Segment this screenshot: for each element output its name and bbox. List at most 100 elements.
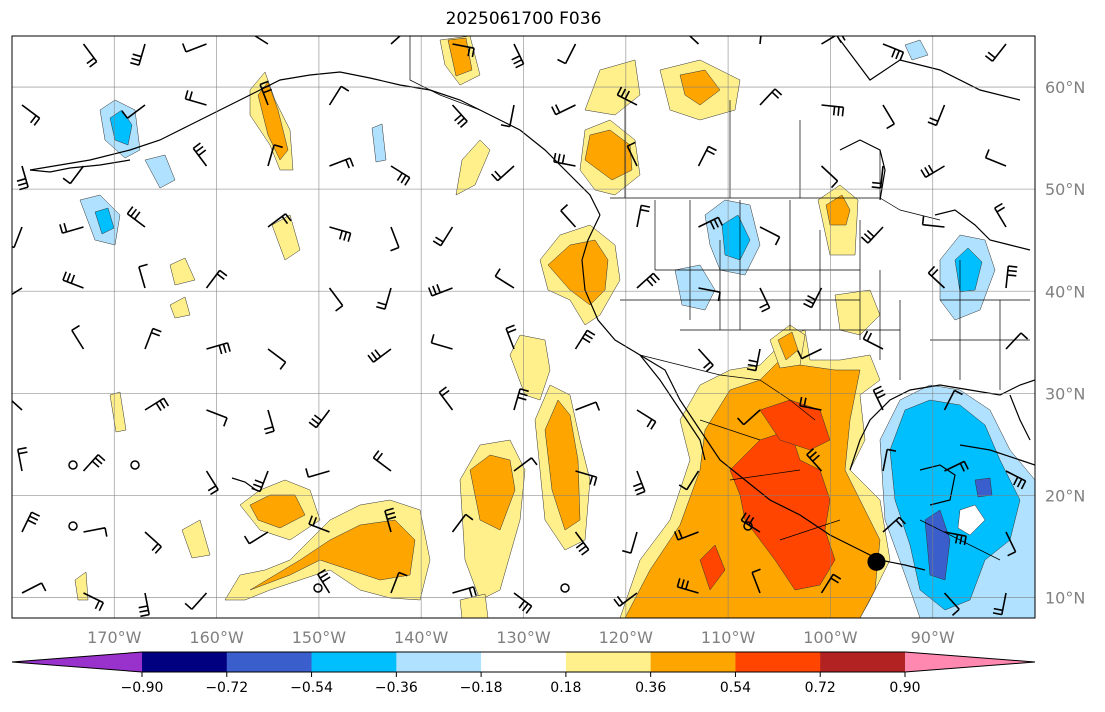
colorbar-extend-high [905, 652, 1035, 672]
wind-barb [12, 226, 23, 249]
colorbar-segment [820, 652, 906, 672]
colorbar-tick-label: −0.18 [460, 680, 503, 696]
wind-barb [62, 165, 85, 185]
lon-label: 170°W [87, 628, 142, 647]
wind-barb [575, 401, 601, 411]
tropical-cyclone-marker [867, 552, 886, 571]
lon-label: 140°W [394, 628, 449, 647]
wind-barb [613, 592, 638, 607]
coastlines [29, 39, 1035, 571]
contour-pacific-3-inner [544, 399, 581, 531]
lat-label: 20°N [1045, 486, 1085, 505]
wind-barb [513, 457, 538, 472]
wind-barb [205, 269, 228, 289]
wind-barb [259, 80, 272, 106]
contour-ne-1 [904, 39, 929, 61]
contour-pacific-sw-inner [249, 519, 416, 591]
wind-barb [12, 388, 23, 411]
wind-barb [12, 287, 23, 296]
wind-barb [251, 470, 269, 493]
contour-pacific-sw-2i [249, 494, 306, 529]
wind-barb [1005, 531, 1017, 557]
contour-wcoast-inner [547, 239, 609, 306]
wind-barb [126, 206, 146, 228]
colorbar-extend-low [12, 652, 142, 672]
contour-pacific-2-inner [469, 454, 516, 531]
contour-gulf-white [957, 504, 986, 536]
wind-barb [384, 507, 397, 533]
wind-barb [21, 511, 41, 533]
wind-barb [921, 215, 945, 228]
wind-barb [500, 104, 515, 128]
alaska-canada-border [409, 36, 481, 111]
wind-barb [243, 531, 269, 545]
wind-barb [329, 157, 355, 169]
contour-mexico-inner3 [699, 544, 726, 591]
wind-barb [1005, 470, 1027, 490]
contour-pacific-sw-6 [169, 296, 191, 319]
wind-barb [882, 516, 906, 533]
wind-barb [71, 324, 85, 350]
wind-barb [697, 145, 717, 167]
wind-barb [871, 165, 884, 189]
calm-circle [68, 460, 78, 470]
wind-barb [927, 104, 946, 127]
great-lakes [934, 209, 1031, 251]
wind-barb [944, 460, 969, 472]
wind-barb [1005, 265, 1018, 289]
wind-barb [551, 104, 576, 116]
wind-barb [390, 571, 408, 594]
wind-barb [491, 165, 515, 182]
wind-barb [82, 43, 98, 68]
wind-barb [16, 165, 29, 191]
negative-anomaly-areas [79, 39, 1035, 618]
wind-barb [308, 409, 331, 429]
wind-barb [83, 592, 105, 612]
wind-barb [452, 43, 475, 58]
contour-pacific-sw-5 [169, 257, 196, 286]
wind-barb [984, 43, 1007, 62]
wind-barb [206, 409, 228, 427]
wind-barb [390, 165, 411, 186]
cuba [959, 444, 1035, 466]
colorbar-tick-label: 0.90 [889, 680, 920, 696]
wind-barbs [12, 36, 1029, 618]
contour-north-1-inner [447, 37, 473, 77]
wind-barb [751, 568, 761, 594]
wind-barb [622, 531, 638, 554]
wind-barb [575, 470, 598, 486]
wind-barb [21, 582, 47, 594]
colorbar-tick-label: −0.90 [121, 680, 164, 696]
colorbar-tick-label: −0.54 [290, 680, 333, 696]
wind-barb [557, 43, 577, 65]
contour-midwest-3i [777, 331, 799, 361]
wind-barb [673, 529, 699, 541]
wind-barb [574, 329, 596, 350]
colorbar-tick-label: −0.72 [205, 680, 248, 696]
wind-barb [553, 152, 576, 167]
wind-barb [144, 531, 162, 554]
wind-barb [636, 272, 660, 289]
wind-barb [62, 271, 84, 289]
lon-label: 90°W [911, 628, 955, 647]
wind-barb [263, 409, 275, 435]
calm-circle [743, 521, 753, 531]
wind-barb [390, 226, 400, 252]
contour-rockies-inner [721, 214, 751, 261]
wind-barb [636, 204, 651, 228]
wind-barb [560, 204, 577, 228]
lat-label: 10°N [1045, 589, 1085, 608]
wind-barb [676, 578, 699, 594]
wind-barb [372, 450, 392, 472]
lon-label: 110°W [701, 628, 756, 647]
contour-gulf-inner [924, 509, 951, 581]
wind-barb [943, 592, 960, 616]
contour-bering-2 [144, 154, 176, 189]
wind-barb [21, 104, 41, 126]
calm-circle [313, 583, 323, 593]
yucatan [919, 464, 956, 506]
mexico-states [699, 419, 1001, 561]
wind-barb [806, 448, 823, 472]
colorbar-tick-label: 0.36 [635, 680, 666, 696]
colorbar-segment [565, 652, 652, 672]
